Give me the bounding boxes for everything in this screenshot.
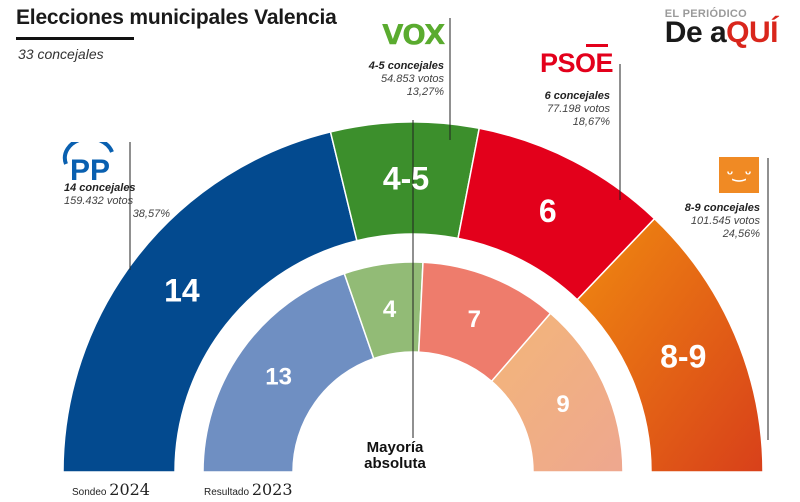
chart-subtitle: 33 concejales: [18, 46, 104, 62]
inner-label-compromís: 9: [556, 391, 569, 418]
brand-logo: EL PERIÓDICO De aQUÍ: [664, 8, 779, 48]
footer-inner-label: Resultado 2023: [204, 480, 293, 499]
chart-title: Elecciones municipales Valencia: [16, 6, 337, 29]
annotation-compromis: 8-9 concejales 101.545 votos 24,56%: [664, 202, 760, 241]
outer-segment-compromís: [576, 217, 764, 473]
annotation-psoe-pct: 18,67%: [572, 116, 610, 128]
inner-segment-pp: [202, 272, 375, 473]
inner-label-psoe: 7: [468, 306, 481, 333]
vox-logo-icon: VOX: [382, 18, 446, 51]
annotation-psoe-seats: 6 concejales: [544, 90, 610, 102]
inner-label-pp: 13: [265, 364, 292, 391]
outer-label-psoe: 6: [539, 193, 557, 229]
annotation-vox: 4-5 concejales 54.853 votos 13,27%: [348, 60, 444, 99]
footer-outer-label: Sondeo 2024: [72, 480, 150, 499]
annotation-vox-seats: 4-5 concejales: [368, 60, 444, 72]
footer-outer-text: Sondeo: [72, 487, 107, 498]
annotation-vox-pct: 13,27%: [406, 86, 444, 98]
compromis-logo-icon: ᵕ‿ᵕ: [719, 157, 759, 193]
inner-label-vox: 4: [383, 296, 397, 323]
pp-logo-text: PP: [70, 154, 110, 184]
annotation-psoe: 6 concejales 77.198 votos 18,67%: [518, 90, 610, 129]
annotation-compromis-seats: 8-9 concejales: [684, 202, 760, 214]
outer-label-vox: 4-5: [383, 160, 429, 196]
psoe-logo-bar: [586, 44, 608, 47]
majority-label: Mayoría absoluta: [360, 440, 430, 472]
outer-ring-sondeo-2024: [62, 121, 764, 473]
brand-main-text: De aQUÍ: [665, 18, 779, 48]
majority-label-line1: Mayoría: [366, 439, 424, 456]
brand-main-a: De a: [664, 16, 727, 49]
annotation-compromis-votes: 101.545 votos: [690, 215, 760, 227]
annotation-pp-votes: 159.432 votos: [64, 195, 134, 207]
brand-main-b: QUÍ: [726, 16, 778, 49]
psoe-logo-icon: PSOE: [540, 48, 614, 78]
annotation-vox-votes: 54.853 votos: [381, 73, 444, 85]
outer-label-compromís: 8-9: [660, 338, 706, 374]
pp-logo-icon: PP: [62, 142, 114, 184]
outer-label-pp: 14: [164, 272, 200, 308]
annotation-compromis-pct: 24,56%: [722, 228, 760, 240]
brand-top-text: EL PERIÓDICO: [664, 8, 748, 20]
majority-label-line2: absoluta: [364, 455, 426, 472]
footer-inner-text: Resultado: [204, 487, 250, 498]
footer-inner-year: 2023: [251, 480, 293, 499]
inner-ring-resultado-2023: [202, 261, 624, 473]
annotation-pp-pct: 38,57%: [132, 208, 170, 220]
segment-labels: 14 4-5 6 8-9 13 4 7 9: [164, 160, 706, 418]
title-underline: [16, 37, 134, 40]
footer-outer-year: 2024: [109, 480, 150, 499]
annotation-pp: 14 concejales 159.432 votos 38,57%: [64, 182, 170, 221]
inner-segment-compromís: [490, 312, 624, 473]
outer-segment-pp: [62, 130, 358, 473]
annotation-psoe-votes: 77.198 votos: [547, 103, 610, 115]
annotation-leader-lines: [129, 18, 769, 440]
annotation-pp-seats: 14 concejales: [64, 182, 136, 194]
